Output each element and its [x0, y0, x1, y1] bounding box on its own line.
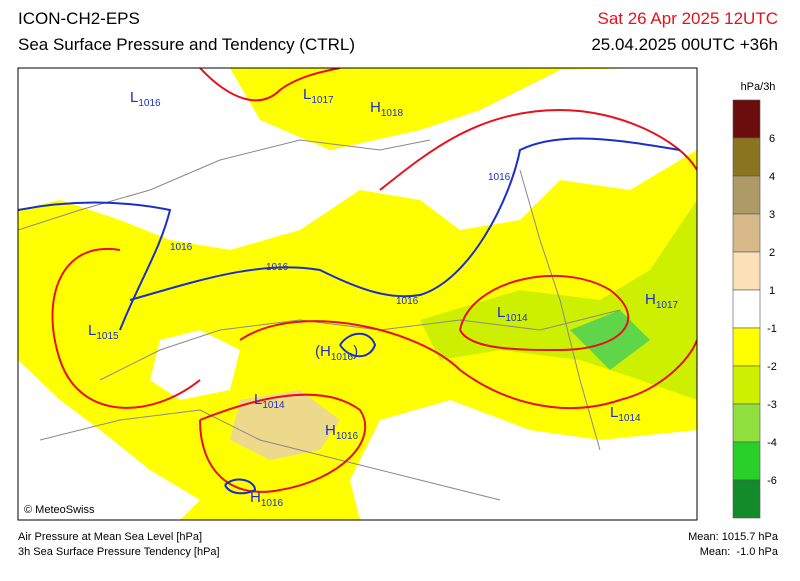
colorbar-segment: [732, 289, 761, 329]
colorbar-label: -4: [767, 437, 777, 449]
pressure-label: L1014: [610, 404, 641, 424]
neutral-area: [350, 400, 697, 520]
colorbar-unit: hPa/3h: [741, 81, 776, 93]
neutral-area: [18, 68, 697, 250]
pressure-label: H1016: [325, 422, 359, 442]
pressure-label: H1018: [370, 99, 404, 119]
colorbar-label: 3: [769, 209, 775, 221]
borders: [18, 139, 621, 501]
pressure-label: H1016: [250, 489, 284, 509]
pressure-label: H1017: [645, 291, 679, 311]
map-frame: [17, 67, 698, 521]
colorbar-segment: [732, 213, 761, 253]
pressure-label: (H1016): [315, 343, 358, 363]
footer-line: Air Pressure at Mean Sea Level [hPa]: [18, 531, 202, 543]
valid-time: Sat 26 Apr 2025 12UTC: [597, 9, 778, 28]
pressure-label: L1014: [497, 304, 528, 324]
map-title: Sea Surface Pressure and Tendency (CTRL): [18, 35, 355, 54]
contour-label: 1016: [170, 242, 193, 253]
run-time: 25.04.2025 00UTC +36h: [591, 35, 778, 54]
neutral-area: [18, 360, 200, 520]
colorbar-label: 1: [769, 285, 775, 297]
contour-label: 1016: [266, 262, 289, 273]
colorbar-label: 2: [769, 247, 775, 259]
colorbar-segment: [732, 479, 761, 519]
colorbar-segment: [732, 441, 761, 481]
mean-value: Mean: -1.0 hPa: [700, 546, 779, 558]
footer-line: 3h Sea Surface Pressure Tendency [hPa]: [18, 546, 220, 558]
pressure-label: L1014: [254, 391, 285, 411]
model-name: ICON-CH2-EPS: [18, 9, 140, 28]
colorbar-segment: [732, 403, 761, 443]
colorbar-segment: [732, 137, 761, 177]
pressure-label: L1016: [130, 89, 161, 109]
colorbar-segment: [732, 175, 761, 215]
colorbar-segment: [732, 99, 761, 139]
positive-area: [230, 390, 340, 460]
colorbar-label: -2: [767, 361, 777, 373]
pressure-label: L1015: [88, 322, 119, 342]
mean-value: Mean: 1015.7 hPa: [688, 531, 779, 543]
pressure-contours: [18, 137, 681, 495]
colorbar-segment: [732, 251, 761, 291]
colorbar-segment: [732, 365, 761, 405]
colorbar-label: -3: [767, 399, 777, 411]
contour-label: 1016: [488, 172, 511, 183]
neutral-area: [150, 330, 240, 400]
copyright: © MeteoSwiss: [24, 504, 95, 516]
colorbar-label: -6: [767, 475, 777, 487]
colorbar-segment: [732, 327, 761, 367]
colorbar-label: 4: [769, 171, 775, 183]
map: L1016 L1017 H1018 1016 1016 1016 1016 L1…: [17, 67, 698, 521]
colorbar: hPa/3h 6 4 3 2 1 -1 -2 -3 -4 -6: [732, 81, 777, 519]
colorbar-label: 6: [769, 133, 775, 145]
contour-label: 1016: [396, 296, 419, 307]
pressure-contours: [51, 68, 697, 493]
pressure-label: L1017: [303, 86, 334, 106]
colorbar-label: -1: [767, 323, 777, 335]
